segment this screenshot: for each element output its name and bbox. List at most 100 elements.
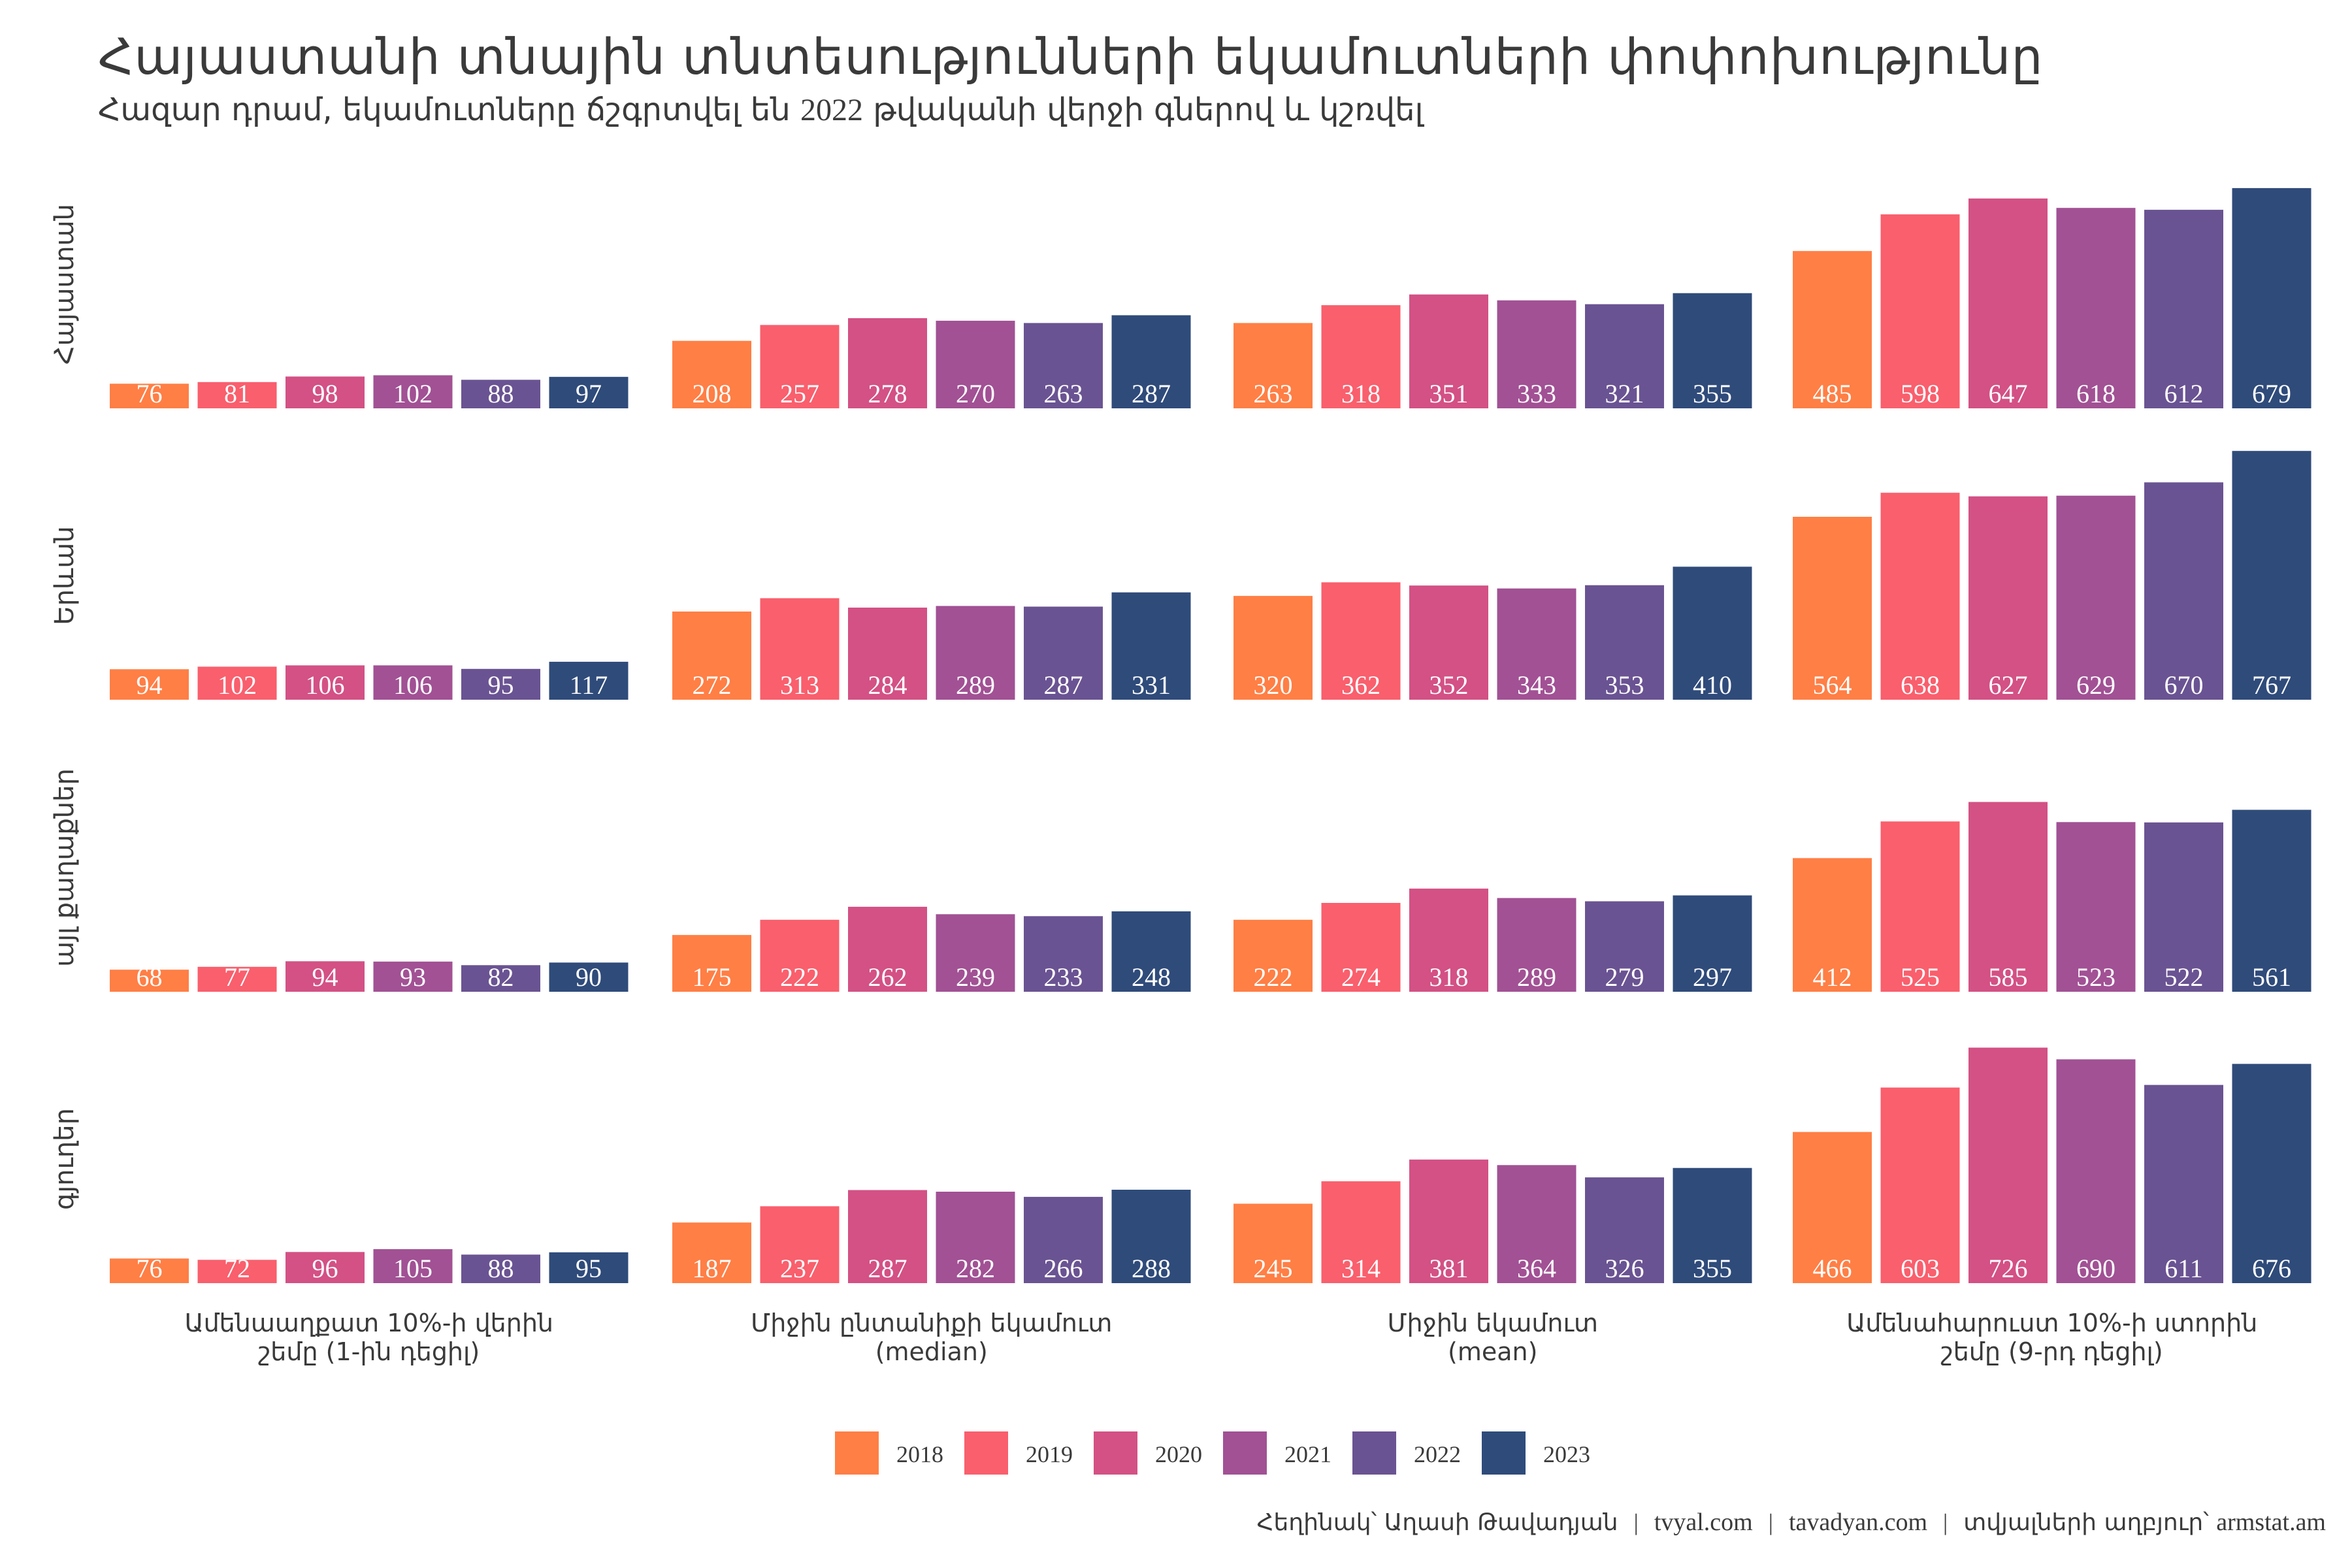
bar bbox=[197, 382, 277, 408]
caption-separator: | bbox=[1768, 1509, 1773, 1535]
bar-value-label: 266 bbox=[1044, 1254, 1083, 1283]
bar bbox=[461, 965, 540, 992]
bar-value-label: 96 bbox=[312, 1254, 338, 1283]
bar-value-label: 313 bbox=[780, 670, 819, 700]
bar bbox=[110, 669, 189, 700]
bar bbox=[373, 375, 453, 408]
bar-value-label: 585 bbox=[1989, 962, 2028, 992]
bar bbox=[2144, 822, 2223, 992]
bar bbox=[1409, 585, 1488, 700]
bar-value-label: 263 bbox=[1044, 379, 1083, 408]
bar-value-label: 288 bbox=[1132, 1254, 1171, 1283]
legend-swatch bbox=[1482, 1431, 1526, 1475]
bar bbox=[1024, 916, 1103, 992]
legend-label: 2023 bbox=[1543, 1441, 1590, 1467]
bar-value-label: 767 bbox=[2252, 670, 2291, 700]
subtitle-text-before: Հազար դրամ, եկամուտները ճշգրտվել են bbox=[98, 91, 801, 128]
bar bbox=[1585, 901, 1664, 992]
bar bbox=[1409, 889, 1488, 992]
bar-value-label: 72 bbox=[224, 1254, 250, 1283]
bar-value-label: 88 bbox=[488, 379, 514, 408]
bar bbox=[1585, 1177, 1664, 1283]
bar-value-label: 598 bbox=[1901, 379, 1940, 408]
bar bbox=[2232, 809, 2311, 992]
subtitle-year: 2022 bbox=[800, 93, 864, 127]
bar-value-label: 90 bbox=[576, 962, 602, 992]
bar bbox=[2144, 210, 2223, 408]
bar-value-label: 94 bbox=[312, 962, 338, 992]
bar-value-label: 287 bbox=[1044, 670, 1083, 700]
bar-value-label: 289 bbox=[956, 670, 995, 700]
bar bbox=[2056, 1059, 2136, 1283]
caption-author: Հեղինակ՝ Աղասի Թավադյան bbox=[1256, 1509, 1618, 1536]
x-axis-label-line1: Միջին ընտանիքի եկամուտ bbox=[751, 1309, 1112, 1337]
bar-value-label: 282 bbox=[956, 1254, 995, 1283]
bar-value-label: 81 bbox=[224, 379, 250, 408]
bar bbox=[1497, 300, 1576, 408]
bar bbox=[1409, 1159, 1488, 1283]
bar bbox=[936, 914, 1015, 992]
bar-value-label: 263 bbox=[1254, 379, 1293, 408]
bar bbox=[936, 1192, 1015, 1283]
bar-value-label: 679 bbox=[2252, 379, 2291, 408]
bar bbox=[549, 962, 629, 992]
bar-value-label: 278 bbox=[868, 379, 907, 408]
caption-link-tvyal[interactable]: tvyal.com bbox=[1654, 1509, 1753, 1536]
bar-value-label: 525 bbox=[1901, 962, 1940, 992]
bar-value-label: 82 bbox=[488, 962, 514, 992]
legend-swatch bbox=[1352, 1431, 1396, 1475]
legend-label: 2021 bbox=[1284, 1441, 1331, 1467]
bar bbox=[549, 661, 629, 700]
bar-value-label: 362 bbox=[1341, 670, 1380, 700]
bar-value-label: 318 bbox=[1341, 379, 1380, 408]
bar-value-label: 222 bbox=[780, 962, 819, 992]
bar bbox=[1793, 1132, 1872, 1283]
bar-value-label: 93 bbox=[400, 962, 426, 992]
bar bbox=[1793, 517, 1872, 700]
bar-value-label: 410 bbox=[1693, 670, 1732, 700]
bar-value-label: 561 bbox=[2252, 962, 2291, 992]
x-axis-label-line2: (median) bbox=[875, 1337, 988, 1366]
bar-value-label: 523 bbox=[2076, 962, 2115, 992]
bar-value-label: 353 bbox=[1605, 670, 1644, 700]
bar bbox=[1585, 585, 1664, 700]
bar bbox=[2144, 482, 2223, 700]
bar bbox=[1880, 821, 1960, 992]
bar bbox=[2056, 495, 2136, 700]
bar-value-label: 106 bbox=[393, 670, 433, 700]
bar bbox=[286, 376, 365, 408]
bar bbox=[1233, 1203, 1313, 1283]
bar bbox=[2232, 451, 2311, 700]
bar bbox=[461, 668, 540, 700]
x-axis-label-line2: շեմը (9-րդ դեցիլ) bbox=[1941, 1337, 2163, 1366]
bar bbox=[110, 1258, 189, 1283]
bar-value-label: 222 bbox=[1254, 962, 1293, 992]
bar bbox=[1024, 1196, 1103, 1283]
row-label: գյուղեր bbox=[50, 1108, 80, 1210]
bar bbox=[1880, 1087, 1960, 1283]
bar bbox=[1968, 802, 2048, 992]
caption-source-label: տվյալների աղբյուր՝ bbox=[1963, 1509, 2217, 1536]
bar bbox=[1111, 315, 1191, 408]
bar bbox=[549, 376, 629, 408]
bar-value-label: 175 bbox=[693, 962, 732, 992]
bar bbox=[1233, 323, 1313, 408]
bar-value-label: 287 bbox=[868, 1254, 907, 1283]
bar-value-label: 690 bbox=[2076, 1254, 2115, 1283]
bar-value-label: 320 bbox=[1254, 670, 1293, 700]
x-axis-label-line2: (mean) bbox=[1448, 1337, 1537, 1366]
bar-value-label: 466 bbox=[1813, 1254, 1852, 1283]
chart-title: Հայաստանի տնային տնտեսությունների եկամու… bbox=[98, 27, 2044, 86]
bar-value-label: 629 bbox=[2076, 670, 2115, 700]
bar-value-label: 289 bbox=[1517, 962, 1556, 992]
bar-value-label: 647 bbox=[1989, 379, 2028, 408]
caption-source-link[interactable]: armstat.am bbox=[2216, 1509, 2326, 1536]
bar bbox=[1233, 596, 1313, 700]
bar bbox=[1673, 895, 1752, 992]
row-labels: Հայաստան Երևան այլ քաղաքներ գյուղեր bbox=[50, 204, 80, 1210]
bar-value-label: 412 bbox=[1813, 962, 1852, 992]
bar bbox=[672, 935, 751, 992]
caption-link-tavadyan[interactable]: tavadyan.com bbox=[1788, 1509, 1928, 1536]
bar bbox=[1321, 1181, 1401, 1283]
bar bbox=[936, 606, 1015, 700]
